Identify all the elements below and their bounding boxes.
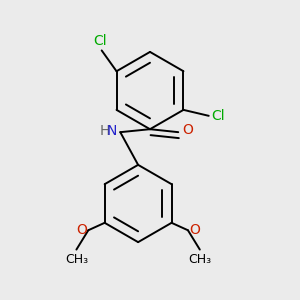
Text: N: N <box>107 124 117 138</box>
Text: CH₃: CH₃ <box>65 253 88 266</box>
Text: CH₃: CH₃ <box>188 253 211 266</box>
Text: Cl: Cl <box>93 34 107 48</box>
Text: O: O <box>183 123 194 137</box>
Text: O: O <box>76 223 87 237</box>
Text: Cl: Cl <box>212 109 225 123</box>
Text: O: O <box>189 223 200 237</box>
Text: H: H <box>100 124 110 138</box>
